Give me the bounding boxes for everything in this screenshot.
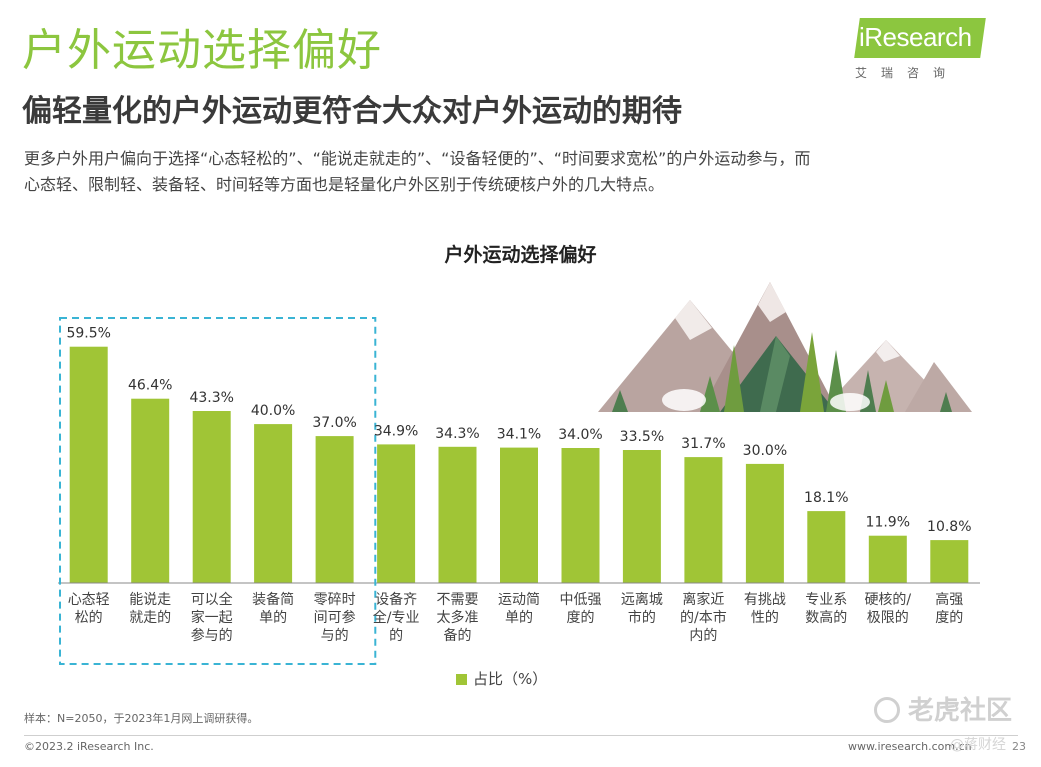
bar-value-label: 33.5%	[620, 429, 664, 445]
bar-value-label: 34.0%	[558, 427, 602, 443]
bar-value-label: 30.0%	[743, 443, 787, 459]
logo-subtext: 艾瑞咨询	[855, 66, 960, 80]
category-label: 远离城市的	[621, 591, 663, 626]
bar-value-label: 37.0%	[312, 415, 356, 431]
logo-brand: iResearch	[859, 22, 972, 52]
bar-value-label: 11.9%	[866, 515, 910, 531]
copyright: ©2023.2 iResearch Inc.	[24, 740, 154, 753]
chart-legend: 占比（%）	[456, 668, 547, 689]
bar	[315, 436, 354, 583]
website-link[interactable]: www.iresearch.com.cn	[848, 740, 972, 753]
bar	[377, 444, 416, 583]
bar	[868, 535, 907, 583]
category-label: 专业系数高的	[805, 592, 847, 626]
category-label: 能说走就走的	[129, 592, 171, 626]
bar	[807, 511, 846, 583]
mountain-tent-illustration	[598, 282, 972, 412]
bar	[745, 463, 784, 583]
bar	[684, 457, 723, 583]
legend-label: 占比（%）	[473, 670, 548, 688]
bar-value-label: 18.1%	[804, 490, 848, 506]
category-label: 心态轻松的	[68, 592, 110, 626]
watermark-text: 老虎社区	[908, 696, 1013, 726]
page-number: 23	[1012, 740, 1026, 753]
legend-swatch	[456, 674, 467, 685]
bar-value-label: 10.8%	[927, 519, 971, 535]
bar-value-label: 43.3%	[189, 390, 233, 406]
bar	[438, 446, 477, 583]
footer-divider	[24, 735, 1018, 736]
category-label: 高强度的	[935, 591, 963, 626]
bar-value-label: 46.4%	[128, 378, 172, 394]
bar	[500, 447, 538, 583]
bar	[622, 450, 661, 583]
bar-value-label: 34.9%	[374, 423, 418, 439]
category-label: 有挑战性的	[744, 592, 786, 626]
description-line: 更多户外用户偏向于选择“心态轻松的”、“能说走就走的”、“设备轻便的”、“时间要…	[24, 149, 811, 168]
bar-value-label: 31.7%	[681, 436, 725, 452]
bar	[561, 448, 600, 583]
category-label: 装备简单的	[252, 591, 294, 626]
category-label: 离家近的/本市内的	[680, 591, 727, 644]
bar-value-label: 34.1%	[497, 427, 541, 443]
bar	[930, 540, 969, 583]
category-label: 零碎时间可参与的	[314, 592, 356, 644]
bar	[192, 411, 231, 583]
description-line: 心态轻、限制轻、装备轻、时间轻等方面也是轻量化户外区别于传统硬核户外的几大特点。	[24, 175, 665, 194]
watermark-secondary: @蒋财经	[950, 737, 1006, 753]
category-label: 运动简单的	[498, 591, 540, 626]
bar-value-label: 59.5%	[66, 326, 110, 342]
watermark-logo-icon	[874, 697, 900, 723]
category-label: 设备齐全/专业的	[373, 591, 420, 644]
bar	[131, 398, 170, 583]
page-title: 户外运动选择偏好	[22, 25, 382, 76]
bar	[69, 346, 108, 583]
category-label: 中低强度的	[560, 592, 602, 626]
chart-title: 户外运动选择偏好	[444, 244, 597, 266]
sample-note: 样本：N=2050，于2023年1月网上调研获得。	[24, 712, 259, 725]
highlight-box	[59, 317, 377, 665]
bar-value-label: 34.3%	[435, 426, 479, 442]
category-label: 不需要太多准备的	[437, 592, 479, 644]
category-label: 硬核的/极限的	[864, 592, 911, 626]
category-label: 可以全家一起参与的	[191, 591, 233, 644]
watermark: 老虎社区	[874, 690, 1012, 727]
page-subtitle: 偏轻量化的户外运动更符合大众对户外运动的期待	[22, 94, 682, 129]
bar-value-label: 40.0%	[251, 403, 295, 419]
iresearch-logo: iResearch 艾瑞咨询	[845, 14, 995, 84]
description: 更多户外用户偏向于选择“心态轻松的”、“能说走就走的”、“设备轻便的”、“时间要…	[24, 146, 1014, 198]
bar	[254, 424, 293, 583]
